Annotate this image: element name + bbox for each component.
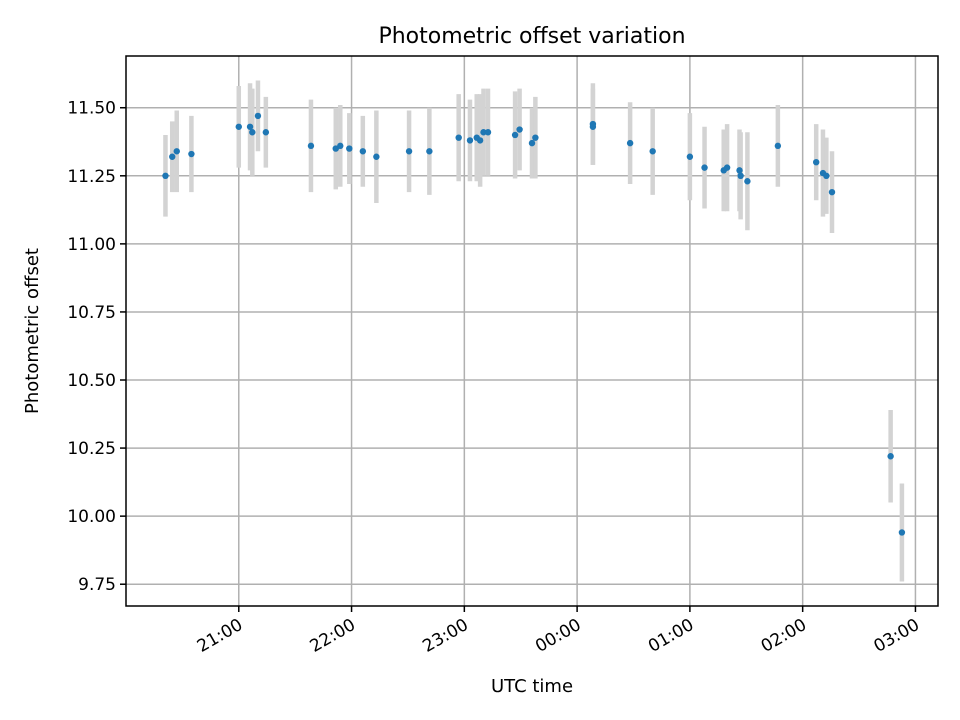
data-point xyxy=(744,178,751,185)
data-point xyxy=(528,139,536,147)
y-tick-label: 10.00 xyxy=(67,507,116,527)
y-tick-label: 11.00 xyxy=(67,235,116,255)
y-tick-label: 11.25 xyxy=(67,167,116,187)
x-tick-label: 22:00 xyxy=(307,615,359,657)
data-point xyxy=(426,148,433,155)
data-point xyxy=(359,148,367,155)
x-tick-label: 21:00 xyxy=(194,615,246,657)
data-point xyxy=(686,153,694,160)
x-axis-label: UTC time xyxy=(491,676,573,697)
data-point xyxy=(649,148,656,155)
chart-title: Photometric offset variation xyxy=(378,24,685,49)
data-point xyxy=(466,137,474,144)
y-tick-label: 9.75 xyxy=(78,575,116,595)
point-layer xyxy=(162,112,906,536)
y-axis-label: Photometric offset xyxy=(22,248,43,414)
data-point xyxy=(723,164,731,171)
data-point xyxy=(828,188,836,196)
y-tick-label: 10.50 xyxy=(67,371,116,391)
data-point xyxy=(246,123,254,130)
y-tick-label: 11.50 xyxy=(67,99,116,119)
data-point xyxy=(484,129,492,136)
data-point xyxy=(813,158,820,166)
x-tick-label: 23:00 xyxy=(419,615,471,657)
data-point xyxy=(532,134,539,141)
data-point xyxy=(823,172,830,180)
data-point xyxy=(887,453,894,460)
data-point xyxy=(516,126,523,133)
data-point xyxy=(701,164,708,171)
data-point xyxy=(626,139,634,147)
y-tick-label: 10.75 xyxy=(67,303,116,323)
data-point xyxy=(254,112,262,120)
x-tick-label: 01:00 xyxy=(645,615,697,657)
data-point xyxy=(337,142,344,150)
data-point xyxy=(162,172,169,180)
data-point xyxy=(346,145,353,152)
data-point xyxy=(480,129,487,136)
data-point xyxy=(249,129,256,136)
errorbar-layer xyxy=(163,80,905,582)
plot-frame xyxy=(125,55,939,607)
data-point xyxy=(405,148,413,155)
x-tick-label: 00:00 xyxy=(532,615,584,657)
data-point xyxy=(736,167,743,174)
data-point xyxy=(589,123,597,130)
data-point xyxy=(373,153,380,160)
data-point xyxy=(455,134,462,141)
data-point xyxy=(511,131,519,139)
tick-layer: 21:00 22:00 23:00 00:00 01:00 02:00 03:00 9.75 1… xyxy=(67,99,923,657)
data-point xyxy=(774,142,782,150)
x-tick-label: 02:00 xyxy=(758,615,810,657)
data-point xyxy=(235,123,242,130)
data-point xyxy=(476,137,484,144)
data-point xyxy=(169,153,176,160)
data-point xyxy=(173,148,180,155)
data-point xyxy=(307,142,315,150)
data-point xyxy=(262,129,270,136)
data-point xyxy=(898,529,906,536)
data-point xyxy=(188,150,195,158)
y-tick-label: 10.25 xyxy=(67,439,116,459)
x-tick-label: 03:00 xyxy=(871,615,923,657)
data-point xyxy=(737,172,744,180)
